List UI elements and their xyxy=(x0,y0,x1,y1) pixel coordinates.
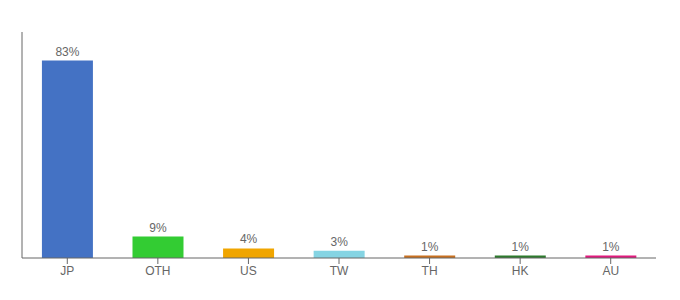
svg-text:1%: 1% xyxy=(512,240,530,254)
svg-text:9%: 9% xyxy=(149,221,167,235)
svg-text:TH: TH xyxy=(422,264,438,278)
svg-text:4%: 4% xyxy=(240,232,258,246)
svg-text:US: US xyxy=(240,264,257,278)
svg-text:HK: HK xyxy=(512,264,529,278)
svg-text:OTH: OTH xyxy=(145,264,170,278)
svg-text:83%: 83% xyxy=(55,45,79,59)
svg-text:1%: 1% xyxy=(602,240,620,254)
svg-text:AU: AU xyxy=(602,264,619,278)
svg-text:3%: 3% xyxy=(330,235,348,249)
svg-text:TW: TW xyxy=(330,264,349,278)
svg-text:1%: 1% xyxy=(421,240,439,254)
svg-text:JP: JP xyxy=(60,264,74,278)
